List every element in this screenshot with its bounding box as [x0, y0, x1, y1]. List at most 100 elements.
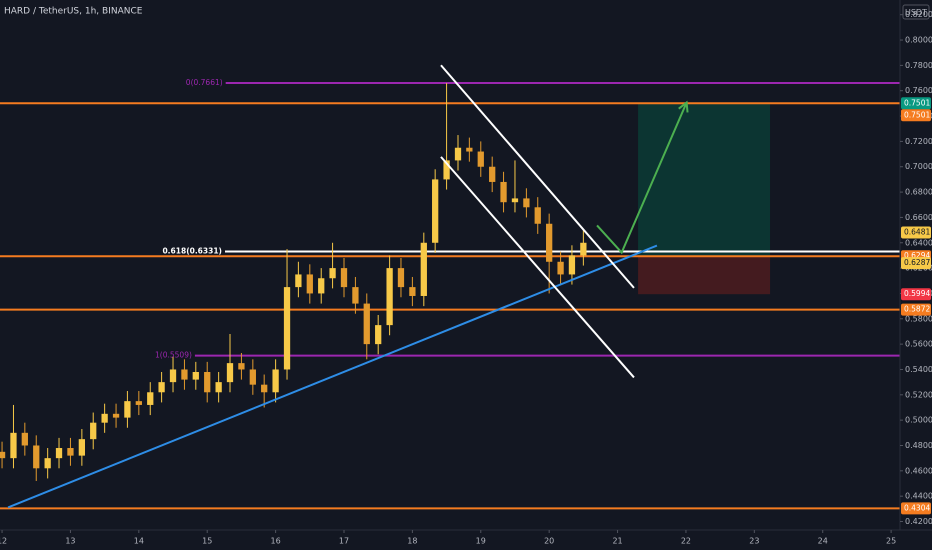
price-tag-label: 0.5994: [904, 289, 930, 298]
candle-body: [557, 261, 564, 275]
candle-body: [295, 274, 302, 288]
x-tick-label: 24: [818, 537, 828, 546]
candle-body: [204, 372, 211, 393]
y-tick-label: 0.5400: [905, 365, 932, 374]
candle-body: [534, 207, 541, 224]
candle-body: [215, 382, 222, 393]
price-tag-label: 0.6287: [904, 258, 930, 267]
candle-body: [158, 382, 165, 393]
candle-body: [454, 147, 462, 161]
y-tick-label: 0.5000: [905, 416, 932, 425]
price-tag: [901, 502, 931, 515]
candle-body: [397, 268, 405, 288]
candle-body: [78, 439, 86, 456]
x-tick-label: 15: [202, 537, 212, 546]
level-label: 0.618(0.6331): [162, 247, 222, 256]
x-tick-label: 17: [339, 537, 349, 546]
price-tag: [901, 303, 931, 316]
y-tick-label: 0.7000: [905, 162, 932, 171]
y-tick-label: 0.6800: [905, 188, 932, 197]
trendline: [440, 64, 635, 289]
y-tick-label: 0.7200: [905, 137, 932, 146]
candle-body: [55, 448, 63, 459]
price-tag: [901, 226, 931, 239]
price-tag-label: 0.5872: [904, 305, 930, 314]
x-tick-label: 18: [407, 537, 417, 546]
candle-body: [101, 413, 108, 423]
candle-body: [21, 432, 28, 446]
y-tick-label: 0.7800: [905, 61, 932, 70]
x-tick-label: 14: [134, 537, 144, 546]
y-tick-label: 0.4600: [905, 466, 932, 475]
loss-zone: [638, 256, 771, 295]
y-tick-label: 0.4200: [905, 517, 932, 526]
candle-body: [67, 448, 74, 456]
candle-body: [0, 451, 6, 459]
candle-body: [44, 458, 51, 469]
x-tick-label: 21: [612, 537, 622, 546]
arrow-head: [678, 100, 689, 113]
candle-body: [466, 147, 473, 152]
x-tick-label: 23: [749, 537, 759, 546]
level-label: 1(0.5509): [155, 351, 192, 360]
candle-body: [33, 445, 40, 469]
candle-body: [352, 287, 359, 304]
x-tick-label: 13: [65, 537, 75, 546]
plot-area: 0(0.7661) 0.618(0.6331) 1(0.5509): [0, 64, 900, 510]
candle-body: [238, 363, 245, 370]
price-tag: [901, 257, 931, 270]
candle-body: [169, 369, 177, 383]
price-tag-label: 0.7501: [904, 98, 930, 107]
candle-body: [249, 369, 256, 385]
candle-body: [363, 303, 370, 345]
candle-body: [500, 181, 507, 203]
profit-zone: [638, 103, 771, 257]
currency-box: [902, 4, 930, 20]
candle-body: [90, 422, 97, 440]
candle-body: [272, 369, 279, 393]
candle-body: [181, 369, 188, 380]
y-tick-label: 0.5600: [905, 340, 932, 349]
candle-body: [420, 242, 427, 296]
candle-body: [147, 392, 154, 405]
y-tick-label: 0.6600: [905, 213, 932, 222]
y-tick-label: 0.5800: [905, 314, 932, 323]
x-tick-label: 20: [544, 537, 554, 546]
x-tick-label: 16: [271, 537, 281, 546]
candle-body: [409, 287, 416, 296]
candle-body: [10, 432, 17, 459]
candle-body: [523, 198, 530, 208]
x-tick-label: 22: [681, 537, 691, 546]
price-tag-label: 0.6294: [904, 251, 930, 260]
chart-title: HARD / TetherUS, 1h, BINANCE: [4, 7, 143, 17]
price-tag: [901, 109, 931, 122]
price-tag: [901, 97, 931, 110]
candle-body: [511, 198, 519, 203]
price-tag-label: 0.6481: [904, 228, 930, 237]
candle-body: [443, 160, 450, 180]
candle-body: [318, 278, 325, 294]
candle-body: [329, 268, 336, 279]
currency-label: USDT: [905, 8, 927, 17]
candle-body: [340, 268, 348, 288]
x-tick-label: 12: [0, 537, 7, 546]
candle-body: [192, 372, 199, 380]
trendline: [440, 156, 635, 379]
candle-body: [226, 363, 234, 383]
candle-body: [568, 255, 576, 275]
forecast-arrow: [596, 102, 688, 255]
candle-body: [112, 413, 120, 418]
y-tick-label: 0.8000: [905, 36, 932, 45]
x-tick-label: 25: [886, 537, 896, 546]
candle-body: [124, 401, 131, 418]
price-tag: [901, 288, 931, 301]
candle-body: [261, 384, 268, 393]
y-tick-label: 0.6400: [905, 238, 932, 247]
x-tick-label: 19: [476, 537, 486, 546]
candle-body: [432, 179, 439, 243]
y-tick-label: 0.4400: [905, 492, 932, 501]
price-tag-label: 0.4304: [904, 503, 930, 512]
candle-body: [306, 274, 313, 294]
